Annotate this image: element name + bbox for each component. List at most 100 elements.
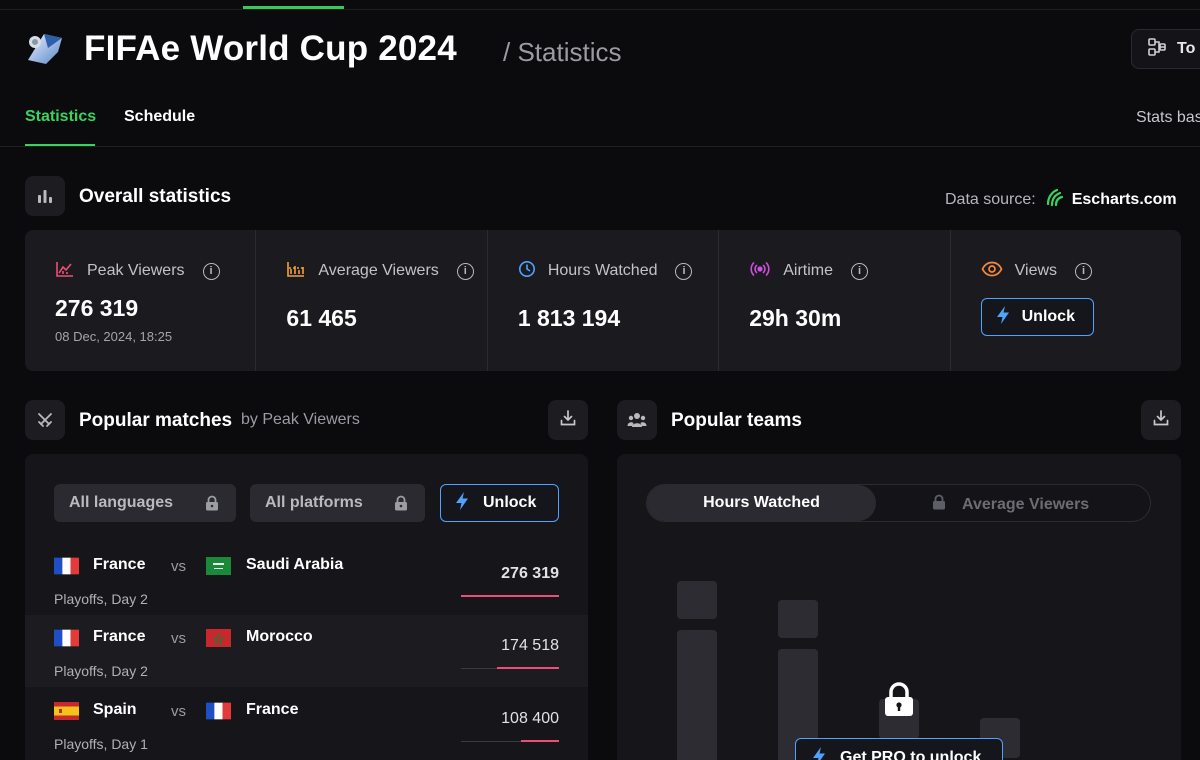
tab-schedule[interactable]: Schedule — [124, 108, 196, 125]
peak-chart-icon — [55, 260, 75, 283]
france-flag-icon — [206, 702, 231, 720]
saudi-arabia-flag-icon — [206, 557, 231, 575]
overall-stats-panel: Peak Viewers i 276 319 08 Dec, 2024, 18:… — [25, 230, 1181, 371]
top-active-indicator — [243, 6, 344, 9]
overall-statistics-title: Overall statistics — [79, 186, 232, 207]
stat-peak-viewers: Peak Viewers i 276 319 08 Dec, 2024, 18:… — [25, 230, 257, 371]
team-name: Spain — [93, 701, 137, 718]
match-value: 174 518 — [501, 637, 559, 654]
match-bar-track — [461, 740, 559, 742]
popular-teams-panel: Hours Watched Average Viewers Get PRO to… — [617, 454, 1181, 760]
views-unlock-button[interactable]: Unlock — [980, 298, 1094, 336]
get-pro-label: Get PRO to unlock — [840, 749, 982, 760]
placeholder-bar — [778, 600, 818, 638]
match-bar-track — [461, 667, 559, 669]
match-round: Playoffs, Day 1 — [54, 736, 148, 752]
page-header: FIFAe World Cup 2024 / Statistics To — [0, 20, 1200, 80]
filter-label: All platforms — [265, 494, 363, 511]
data-source-name[interactable]: Escharts.com — [1071, 190, 1177, 208]
bar-chart-icon — [25, 176, 65, 216]
match-row[interactable]: Spain vs France Playoffs, Day 1 108 400 — [25, 688, 588, 760]
all-languages-filter[interactable]: All languages — [54, 484, 236, 522]
popular-matches-subtitle: by Peak Viewers — [241, 411, 360, 428]
stat-label: Views — [1014, 262, 1058, 279]
broadcast-icon — [749, 260, 771, 283]
stat-airtime: Airtime i 29h 30m — [719, 230, 951, 371]
clock-icon — [518, 260, 536, 283]
all-platforms-filter[interactable]: All platforms — [250, 484, 425, 522]
match-round: Playoffs, Day 2 — [54, 591, 148, 607]
popular-teams-title: Popular teams — [671, 410, 802, 431]
team-name: France — [93, 556, 146, 573]
lightning-icon — [996, 305, 1010, 330]
tournament-button[interactable]: To — [1131, 29, 1200, 69]
info-icon[interactable]: i — [675, 262, 693, 280]
tab-active-underline — [25, 144, 95, 146]
stat-label: Average Viewers — [318, 262, 439, 279]
match-row[interactable]: France vs Saudi Arabia Playoffs, Day 2 2… — [25, 543, 588, 615]
stat-label: Hours Watched — [547, 262, 658, 279]
stat-hours-watched: Hours Watched i 1 813 194 — [488, 230, 720, 371]
popular-matches-panel: All languages All platforms Unlock Franc… — [25, 454, 588, 760]
popular-matches-title: Popular matches — [79, 410, 233, 431]
info-icon[interactable]: i — [456, 262, 474, 280]
crossed-swords-icon — [25, 400, 65, 440]
top-divider — [0, 9, 1200, 10]
stat-label: Airtime — [783, 262, 833, 279]
download-teams-button[interactable] — [1141, 400, 1181, 440]
filter-label: All languages — [69, 494, 174, 511]
hours-watched-toggle[interactable]: Hours Watched — [647, 485, 876, 521]
stat-average-viewers: Average Viewers i 61 465 — [256, 230, 488, 371]
unlock-label: Unlock — [1021, 308, 1075, 325]
stat-value: 276 319 — [55, 295, 139, 321]
unlock-label: Unlock — [483, 494, 537, 511]
tab-statistics[interactable]: Statistics — [25, 108, 97, 125]
france-flag-icon — [54, 629, 79, 647]
vs-label: vs — [171, 558, 186, 575]
match-value: 276 319 — [501, 565, 559, 582]
stat-value: 29h 30m — [749, 305, 842, 331]
lightning-icon — [812, 746, 826, 760]
people-icon — [617, 400, 657, 440]
match-bar-fill — [497, 667, 559, 669]
match-row[interactable]: France vs Morocco Playoffs, Day 2 174 51… — [25, 615, 588, 687]
tournament-button-label: To — [1177, 40, 1196, 57]
info-icon[interactable]: i — [851, 262, 868, 280]
data-source: Data source: Escharts.com — [945, 187, 1177, 212]
rocket-league-logo-icon — [24, 30, 64, 66]
match-value: 108 400 — [501, 710, 559, 727]
stats-basis-text: Stats bas — [1136, 109, 1200, 126]
match-round: Playoffs, Day 2 — [54, 663, 148, 679]
average-viewers-toggle[interactable]: Average Viewers — [932, 494, 1089, 515]
tab-bar: Statistics Schedule Stats bas — [0, 96, 1200, 147]
placeholder-bar — [677, 630, 717, 760]
lock-icon — [205, 495, 219, 516]
bracket-icon — [1147, 37, 1167, 62]
download-icon — [559, 409, 577, 432]
lock-icon — [394, 495, 408, 516]
metric-toggle: Hours Watched Average Viewers — [646, 484, 1151, 522]
download-icon — [1152, 409, 1170, 432]
page-subtitle: / Statistics — [503, 37, 622, 67]
lightning-icon — [455, 491, 469, 516]
page-title: FIFAe World Cup 2024 — [84, 29, 457, 68]
team-name: Morocco — [246, 628, 313, 645]
team-name: Saudi Arabia — [246, 556, 344, 573]
lock-icon — [932, 494, 946, 515]
download-matches-button[interactable] — [548, 400, 588, 440]
team-name: France — [246, 701, 299, 718]
get-pro-button[interactable]: Get PRO to unlock — [795, 738, 1003, 760]
info-icon[interactable]: i — [1075, 262, 1093, 280]
stat-value: 61 465 — [286, 305, 357, 331]
data-source-label: Data source: — [945, 190, 1036, 208]
stat-value: 1 813 194 — [517, 305, 621, 331]
matches-unlock-button[interactable]: Unlock — [440, 484, 559, 522]
stat-views: Views i Unlock — [951, 230, 1181, 371]
placeholder-bar — [677, 581, 717, 619]
vs-label: vs — [171, 703, 186, 720]
escharts-logo-icon — [1044, 187, 1064, 212]
large-lock-icon — [882, 682, 916, 723]
stat-timestamp: 08 Dec, 2024, 18:25 — [55, 329, 173, 344]
info-icon[interactable]: i — [202, 262, 220, 280]
match-bar-fill — [520, 740, 559, 742]
